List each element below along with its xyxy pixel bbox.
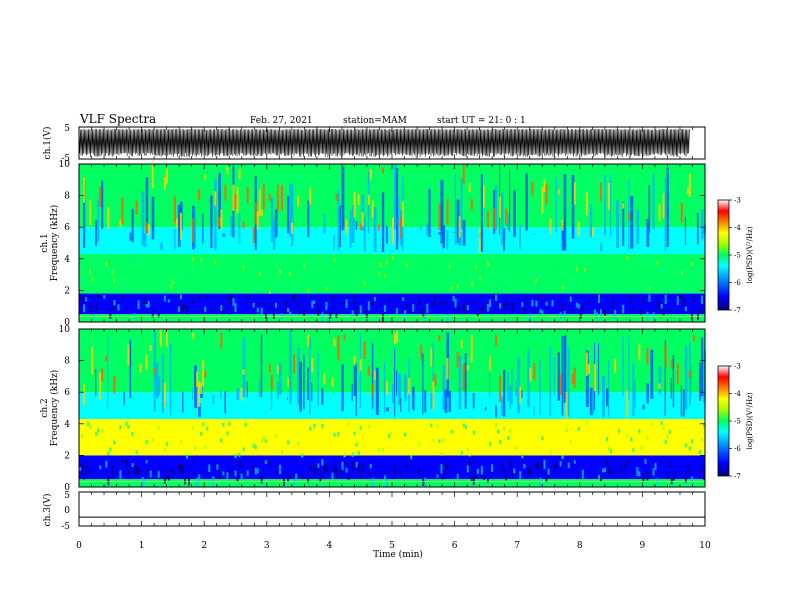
ch1-freq-ytick-0: 0	[64, 318, 70, 328]
date-label: Feb. 27, 2021	[250, 116, 313, 126]
colorbar-ch2-tick--6: -6	[734, 445, 741, 453]
ch2-band-4	[79, 329, 705, 393]
time-axis: 0 1 2 3 4 5 6 7 8 9 10	[76, 541, 711, 551]
ch2-spectrogram-panel: 0 2 4 6 8 10 ch.2 Frequency (kHz)	[40, 325, 706, 493]
ch3-ytick-mid: 0	[64, 506, 70, 516]
ch2-channel-label: ch.2	[40, 398, 50, 417]
colorbar-ch2-tick--7: -7	[734, 473, 741, 481]
colorbar-ch2-tick--5: -5	[734, 418, 741, 426]
ch2-spectrogram-image	[79, 329, 706, 488]
ch2-freq-ytick-0: 0	[64, 483, 70, 493]
ch1-band-1	[79, 293, 705, 315]
time-tick-4: 4	[327, 541, 333, 551]
ch1-frequency-ylabel: Frequency (kHz)	[49, 205, 60, 282]
ch3-waveform-panel: 5 0 -5 ch.3(V)	[42, 491, 706, 532]
colorbar-ch1: -3 -4 -5 -6 -7 log(PSD)(V²/Hz)	[717, 197, 754, 315]
time-tick-3: 3	[264, 541, 270, 551]
ch1-freq-ytick-8: 8	[64, 192, 70, 202]
ch2-freq-ytick-4: 4	[64, 420, 70, 430]
ch1-freq-ytick-4: 4	[64, 255, 70, 265]
colorbar-ch2-label: log(PSD)(V²/Hz)	[746, 392, 754, 449]
time-tick-10: 10	[699, 541, 711, 551]
ch1-waveform-trace	[78, 128, 690, 158]
time-tick-8: 8	[577, 541, 583, 551]
colorbar-ch1-tick--7: -7	[734, 307, 741, 315]
ch1-freq-ytick-10: 10	[59, 160, 71, 170]
figure-title: VLF Spectra	[79, 112, 156, 126]
colorbar-ch1-tick--5: -5	[734, 252, 741, 260]
ch2-freq-ytick-2: 2	[64, 451, 70, 461]
ch1-waveform-panel: 5 -5 ch.1(V)	[42, 124, 706, 164]
colorbar-ch1-tick--3: -3	[734, 197, 741, 205]
ch3-ytick-bottom: -5	[61, 522, 70, 532]
ch1-ytick-bottom: -5	[61, 154, 70, 164]
ch2-frequency-ylabel: Frequency (kHz)	[49, 370, 60, 447]
time-tick-9: 9	[640, 541, 646, 551]
time-tick-7: 7	[514, 541, 520, 551]
ch1-waveform-ylabel: ch.1(V)	[42, 127, 53, 160]
ch2-band-2	[79, 419, 705, 456]
colorbar-ch2: -3 -4 -5 -6 -7 log(PSD)(V²/Hz)	[717, 363, 754, 481]
ch1-spectrogram-image	[79, 164, 706, 324]
colorbar-ch1-label: log(PSD)(V²/Hz)	[746, 226, 754, 283]
time-tick-2: 2	[201, 541, 207, 551]
ch3-ytick-top: 5	[64, 491, 70, 501]
time-tick-5: 5	[389, 541, 395, 551]
colorbar-ch2-tick--3: -3	[734, 363, 741, 371]
start-time-label: start UT = 21: 0 : 1	[437, 116, 526, 126]
colorbar-ch2-tick--4: -4	[734, 390, 741, 398]
ch2-freq-ytick-10: 10	[59, 325, 71, 335]
ch2-freq-ytick-6: 6	[64, 388, 70, 398]
ch3-waveform-ylabel: ch.3(V)	[42, 494, 53, 527]
station-label: station=MAM	[343, 116, 407, 126]
ch1-freq-ytick-6: 6	[64, 223, 70, 233]
ch1-ytick-top: 5	[64, 124, 70, 134]
time-tick-1: 1	[139, 541, 145, 551]
colorbar-ch1-tick--4: -4	[734, 224, 741, 232]
time-tick-0: 0	[76, 541, 82, 551]
time-axis-label: Time (min)	[373, 549, 423, 560]
ch1-channel-label: ch.1	[40, 233, 50, 252]
ch1-spectrogram-panel: 0 2 4 6 8 10 ch.1 Frequency (kHz)	[40, 160, 706, 328]
ch1-freq-ytick-2: 2	[64, 286, 70, 296]
colorbar-ch1-tick--6: -6	[734, 279, 741, 287]
time-tick-6: 6	[452, 541, 458, 551]
ch2-freq-ytick-8: 8	[64, 357, 70, 367]
